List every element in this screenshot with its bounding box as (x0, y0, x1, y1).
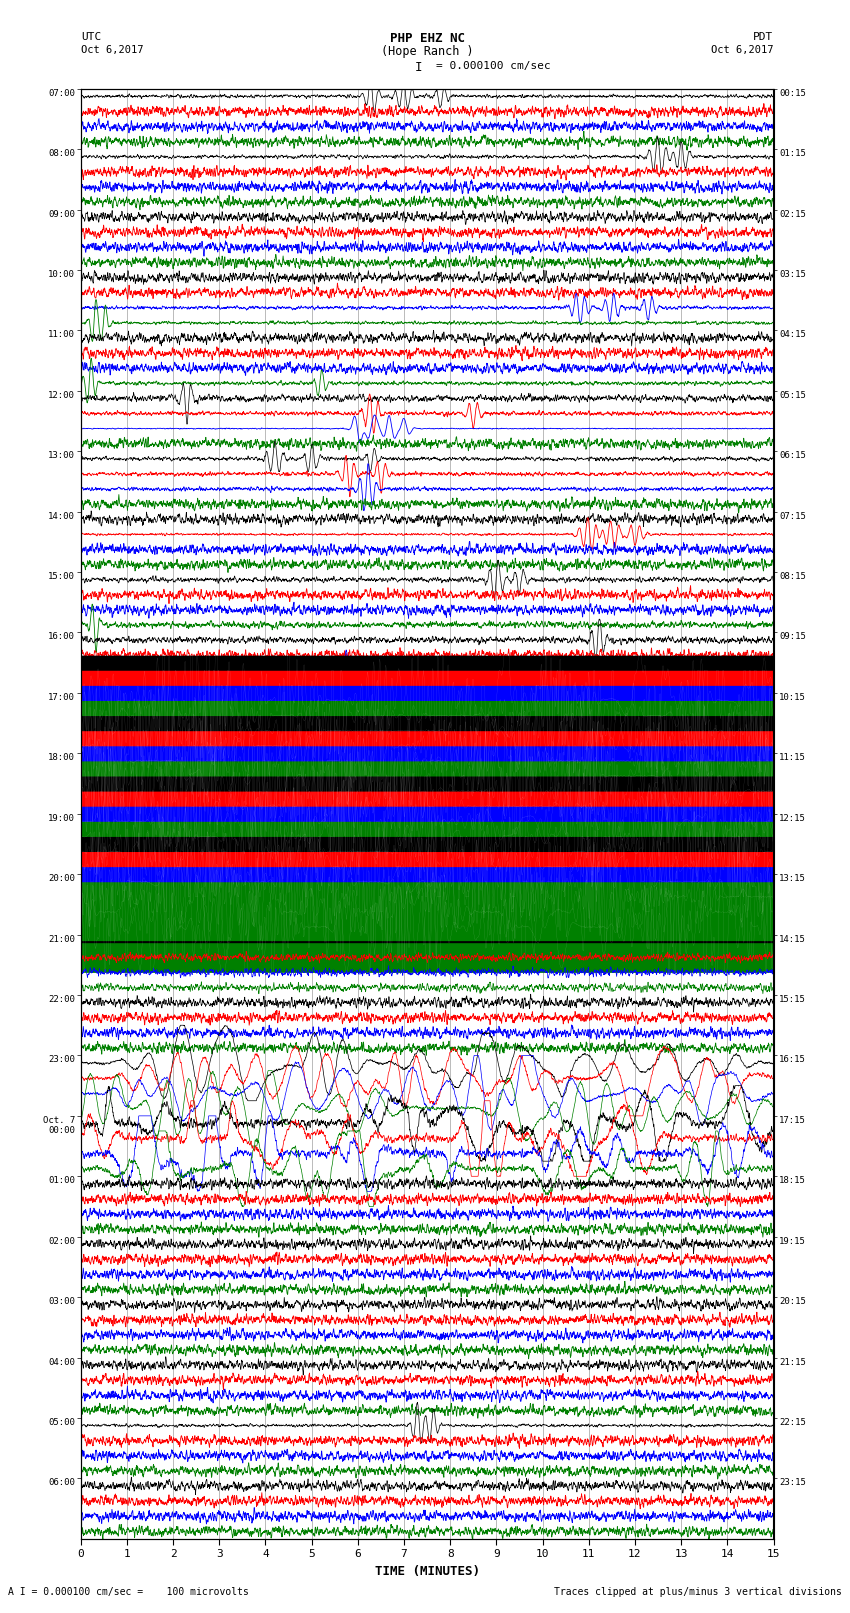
Text: Oct 6,2017: Oct 6,2017 (81, 45, 144, 55)
Text: PHP EHZ NC: PHP EHZ NC (389, 32, 465, 45)
Text: (Hope Ranch ): (Hope Ranch ) (381, 45, 473, 58)
Text: A I = 0.000100 cm/sec =    100 microvolts: A I = 0.000100 cm/sec = 100 microvolts (8, 1587, 249, 1597)
Text: UTC: UTC (81, 32, 101, 42)
Text: Traces clipped at plus/minus 3 vertical divisions: Traces clipped at plus/minus 3 vertical … (553, 1587, 842, 1597)
X-axis label: TIME (MINUTES): TIME (MINUTES) (375, 1565, 479, 1578)
Text: PDT: PDT (753, 32, 774, 42)
Text: Oct 6,2017: Oct 6,2017 (711, 45, 774, 55)
Text: I: I (415, 61, 422, 74)
Text: = 0.000100 cm/sec: = 0.000100 cm/sec (436, 61, 551, 71)
